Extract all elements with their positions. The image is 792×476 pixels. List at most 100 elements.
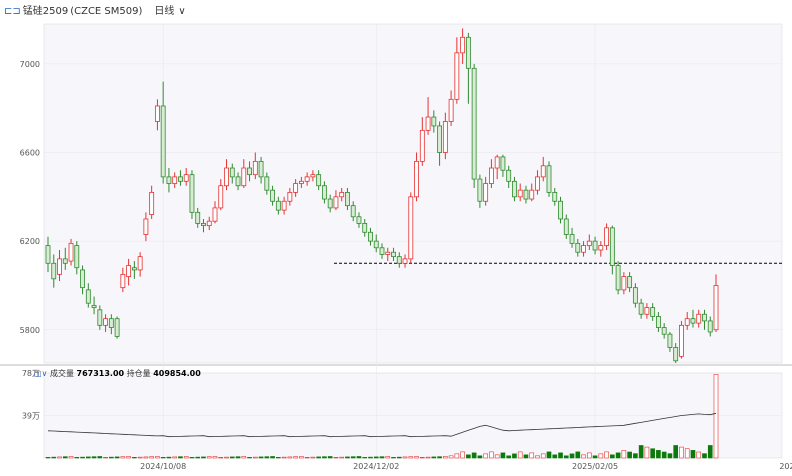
candle-body	[212, 207, 218, 222]
volume-bar	[552, 454, 558, 459]
price-tick-label: 7000	[20, 60, 40, 69]
candle-body	[540, 165, 546, 178]
candle-body	[368, 231, 373, 242]
volume-bar	[690, 450, 696, 459]
volume-bar	[120, 456, 126, 459]
volume-bar	[443, 456, 448, 459]
volume-bar	[598, 453, 604, 459]
price-tick-label: 5800	[20, 326, 40, 335]
candle-body	[575, 242, 581, 253]
volume-bar	[466, 454, 471, 459]
volume-bar	[684, 448, 690, 459]
candle-body	[241, 167, 247, 187]
candle-body	[684, 318, 690, 326]
candle-body	[316, 174, 322, 187]
volume-bar	[529, 452, 535, 459]
volume-bar	[287, 456, 293, 459]
candle-body	[425, 116, 431, 131]
volume-bar	[172, 456, 178, 459]
candle-body	[229, 167, 235, 178]
volume-bar	[437, 456, 442, 459]
volume-bar	[471, 452, 477, 459]
candle-body	[391, 251, 396, 258]
volume-bar	[183, 456, 189, 459]
contract-title: 锰硅2509	[22, 6, 69, 17]
volume-bar	[160, 457, 166, 459]
volume-bar	[546, 451, 552, 459]
candle-body	[281, 200, 287, 211]
candle-body	[356, 216, 362, 224]
volume-bar	[80, 456, 85, 459]
volume-bar	[500, 452, 506, 459]
candle-body	[333, 196, 339, 209]
volume-bar	[201, 456, 206, 459]
volume-bar	[218, 457, 224, 459]
volume-bar	[333, 457, 339, 459]
candle-body	[667, 333, 673, 348]
volume-bar	[97, 456, 103, 459]
volume-bar	[483, 453, 488, 459]
candle-body	[114, 318, 120, 337]
candle-body	[679, 324, 684, 357]
candle-body	[419, 129, 425, 162]
candle-body	[581, 245, 586, 253]
open-interest-value: 409854.00	[153, 369, 201, 378]
candle-body	[465, 36, 471, 69]
candle-body	[218, 185, 224, 209]
candle-body	[615, 265, 621, 291]
candle-body	[247, 167, 252, 176]
candle-body	[385, 251, 391, 255]
candle-body	[258, 160, 264, 178]
volume-bar	[702, 453, 707, 459]
contract-code: (CZCE SM509)	[70, 6, 143, 17]
candle-body	[586, 240, 592, 246]
time-tick-label: 2024/10/08	[140, 462, 186, 471]
volume-bar	[707, 445, 713, 459]
chart-settings-icon[interactable]: ◫∨	[34, 369, 48, 378]
volume-bar	[431, 456, 437, 459]
candle-body	[609, 227, 615, 266]
indicator-legend: ◫∨ 成交量 767313.00 持仓量 409854.00	[34, 368, 201, 380]
volume-bar	[512, 453, 517, 459]
candle-body	[512, 180, 517, 198]
candle-body	[224, 167, 229, 187]
candle-body	[264, 176, 270, 191]
candle-body	[183, 174, 189, 182]
volume-bar	[45, 457, 51, 459]
candle-body	[558, 200, 563, 220]
volume-bar	[195, 456, 201, 459]
volume-bar	[224, 456, 229, 459]
volume-bar	[425, 456, 431, 459]
volume-tick-label: 39万	[22, 412, 40, 421]
candle-body	[529, 189, 535, 200]
volume-bar	[327, 456, 333, 459]
candle-body	[62, 258, 68, 264]
candle-body	[535, 176, 540, 191]
volume-bar	[304, 457, 310, 459]
volume-bar	[563, 455, 569, 459]
volume-bar	[85, 456, 91, 459]
volume-bar	[149, 456, 154, 459]
candlestick-icon: ⊏⊐	[4, 6, 21, 17]
volume-bar	[103, 457, 108, 459]
candle-body	[172, 176, 178, 184]
candle-body	[448, 98, 454, 122]
volume-bar	[621, 450, 627, 459]
volume-bar	[713, 374, 719, 459]
candle-body	[51, 262, 57, 280]
volume-bar	[293, 456, 298, 459]
candle-body	[149, 191, 155, 215]
candle-body	[327, 198, 333, 209]
volume-bar	[650, 448, 655, 459]
volume-bar	[696, 451, 702, 459]
volume-bar	[673, 445, 679, 459]
candle-body	[517, 189, 523, 198]
volume-bar	[74, 457, 80, 459]
volume-bar	[477, 455, 483, 459]
volume-bar	[558, 452, 563, 459]
period-selector[interactable]: 日线 ∨	[150, 6, 185, 17]
volume-bar	[494, 454, 500, 459]
time-tick-label: 2025/02/05	[572, 462, 618, 471]
candle-body	[350, 205, 356, 218]
